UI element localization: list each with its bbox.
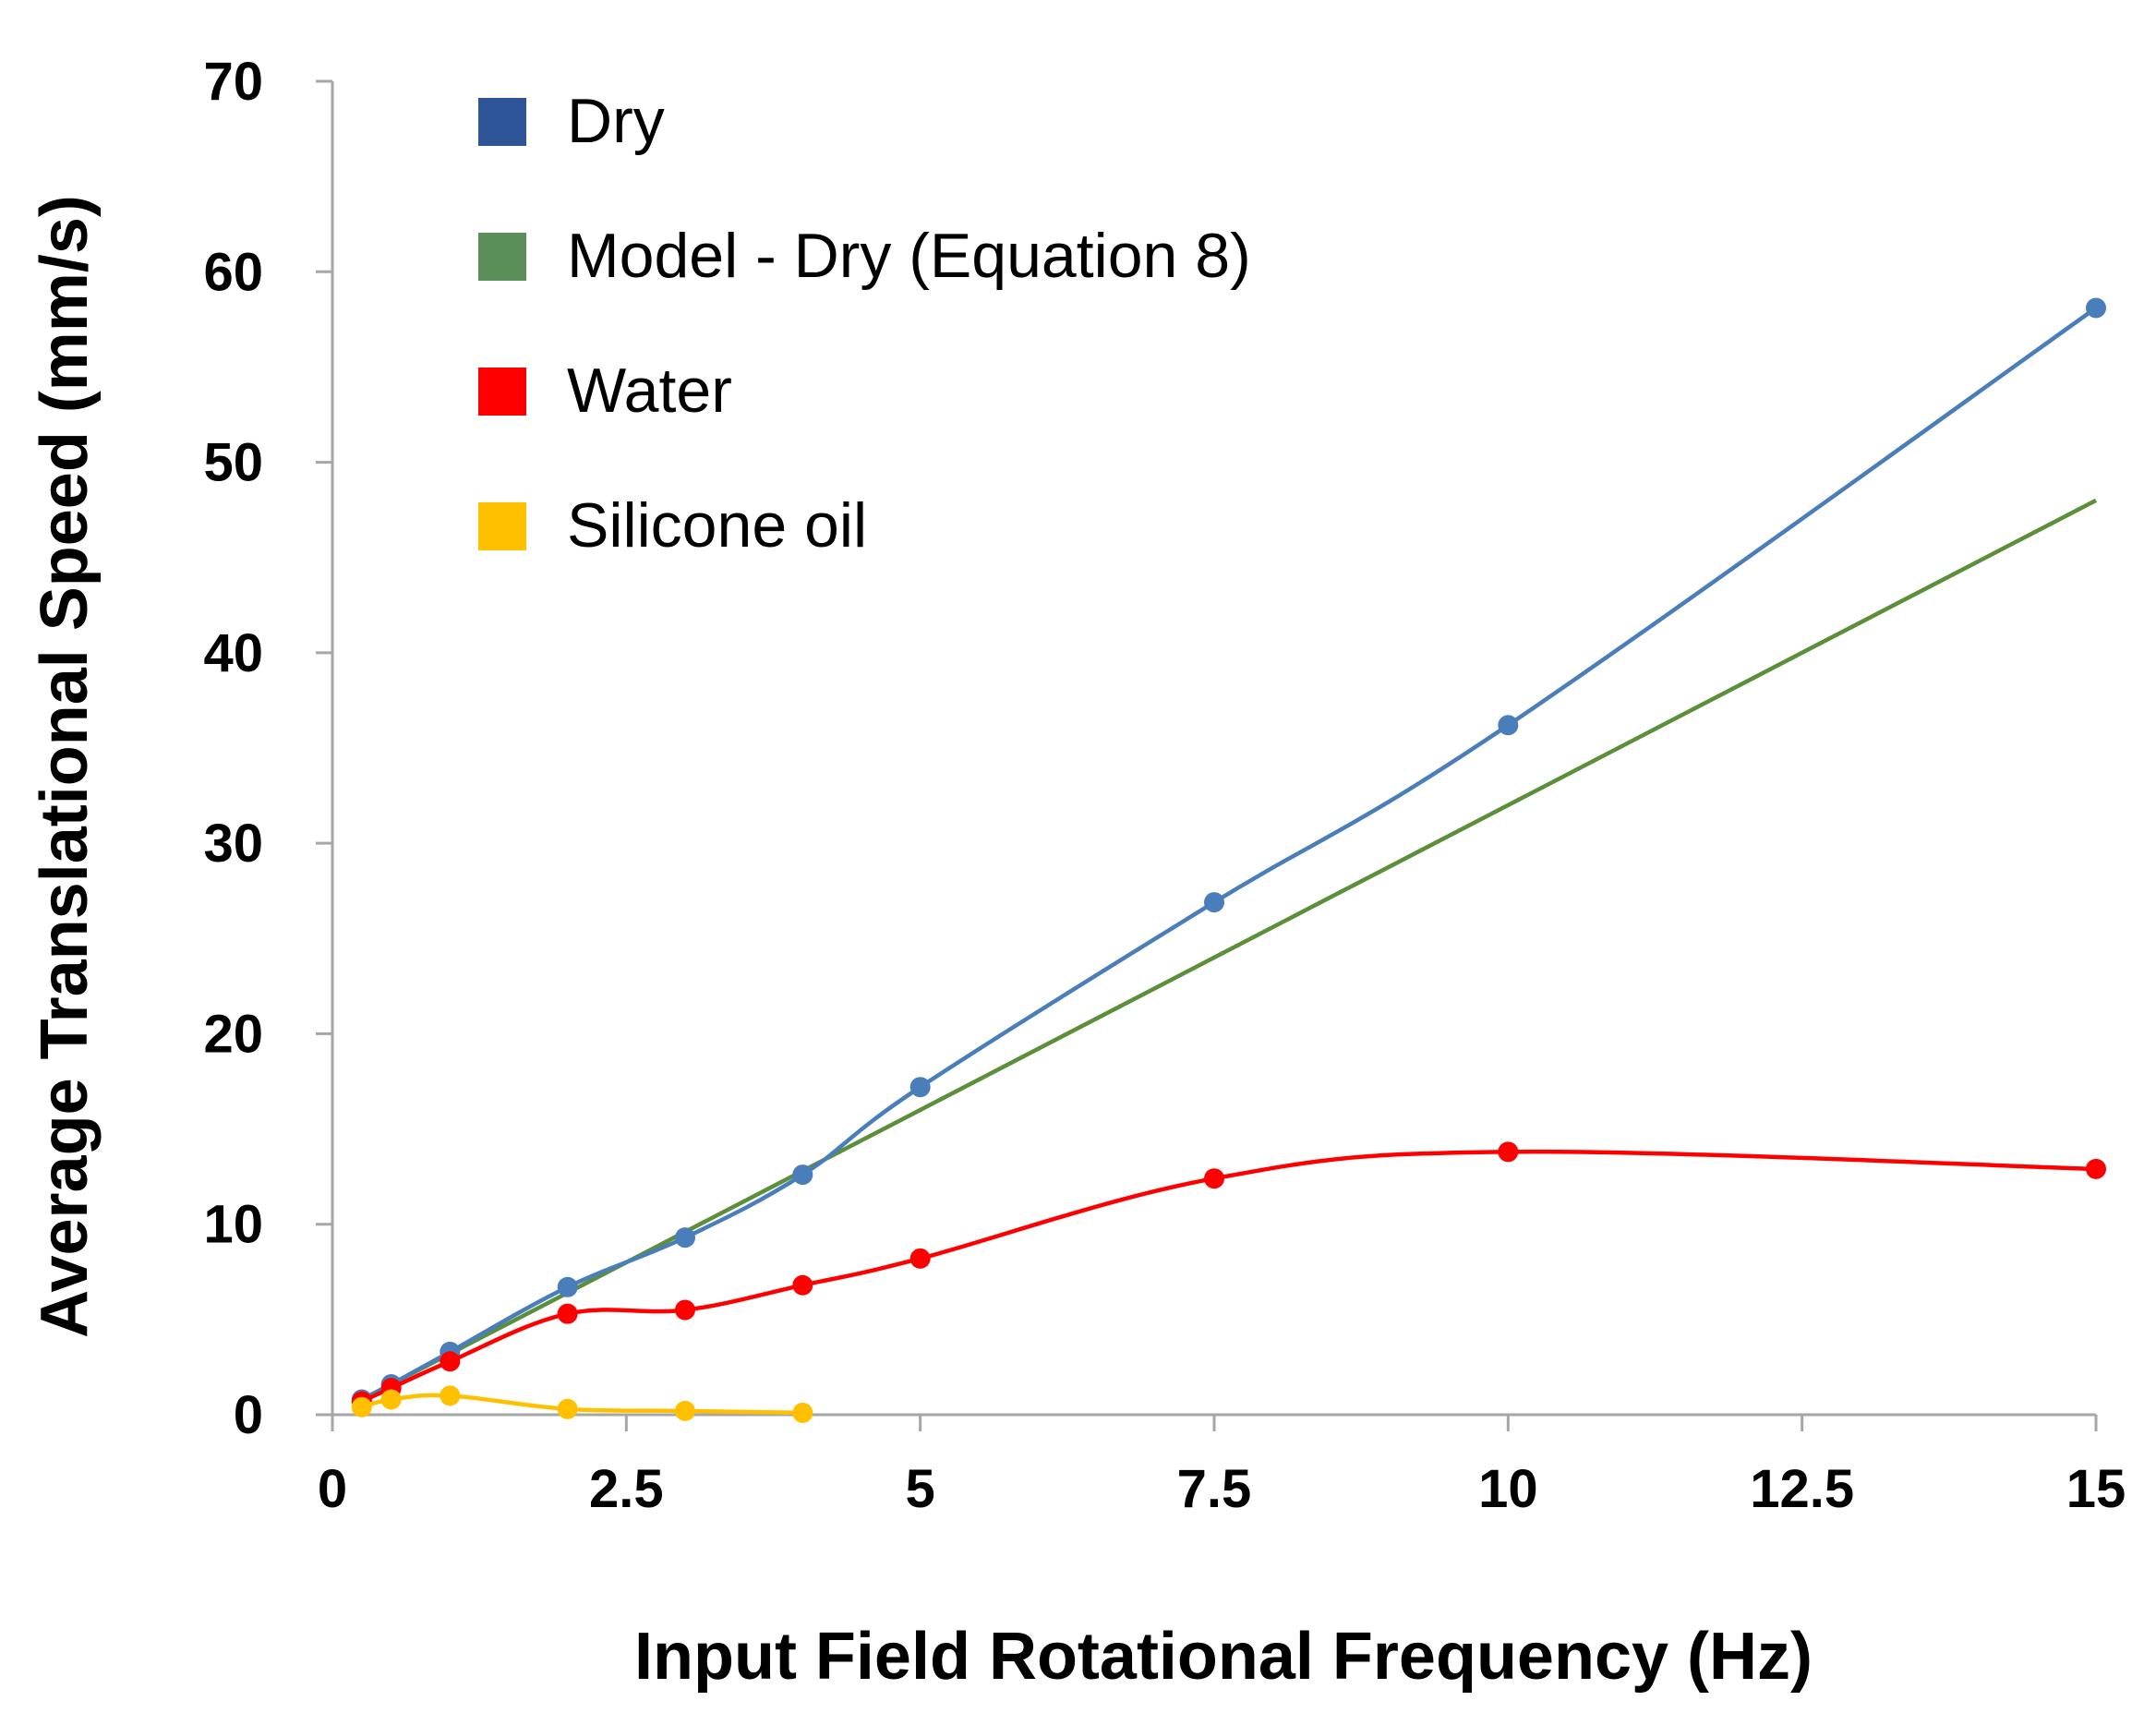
x-tick-label: 0 xyxy=(318,1459,347,1519)
y-tick-label: 10 xyxy=(203,1195,263,1255)
legend-label: Water xyxy=(567,356,732,426)
series-line xyxy=(361,1393,803,1416)
series-silicone-oil xyxy=(351,1385,813,1423)
series-layer xyxy=(351,297,2106,1423)
data-point xyxy=(675,1299,695,1321)
data-point xyxy=(380,1389,402,1410)
series-line xyxy=(360,498,2098,1402)
data-point xyxy=(792,1402,813,1423)
series-line xyxy=(360,306,2098,1402)
x-tick-label: 5 xyxy=(906,1459,935,1519)
data-point xyxy=(792,1164,813,1186)
data-point xyxy=(2086,1158,2106,1179)
data-point xyxy=(1204,1168,1224,1189)
y-tick-label: 50 xyxy=(203,433,263,493)
legend-label: Model - Dry (Equation 8) xyxy=(567,221,1251,291)
legend-label: Silicone oil xyxy=(567,490,867,561)
series-model-dry-equation-8 xyxy=(360,498,2098,1402)
y-tick-label: 40 xyxy=(203,623,263,683)
data-point xyxy=(440,1351,461,1372)
data-point xyxy=(557,1398,578,1419)
data-point xyxy=(557,1303,578,1324)
data-point xyxy=(351,1396,372,1417)
data-point xyxy=(440,1385,461,1406)
legend-swatch xyxy=(478,98,526,146)
x-axis-title: Input Field Rotational Frequency (Hz) xyxy=(634,1620,1813,1694)
data-point xyxy=(1498,1141,1519,1163)
legend-item: Silicone oil xyxy=(478,490,867,561)
data-point xyxy=(675,1400,695,1421)
legend-item: Model - Dry (Equation 8) xyxy=(478,221,1251,291)
x-tick-label: 10 xyxy=(1478,1459,1538,1519)
data-point xyxy=(792,1274,813,1296)
legend-item: Dry xyxy=(478,86,665,156)
data-point xyxy=(1204,892,1224,913)
legend: Dry Model - Dry (Equation 8) Water Silicone… xyxy=(478,86,1251,561)
legend-label: Dry xyxy=(567,86,665,156)
y-tick-label: 30 xyxy=(203,814,263,874)
x-tick-label: 2.5 xyxy=(589,1459,664,1519)
legend-swatch xyxy=(478,233,526,281)
series-dry xyxy=(351,297,2106,1410)
data-point xyxy=(2086,297,2106,319)
legend-swatch xyxy=(478,368,526,416)
y-tick-label: 20 xyxy=(203,1004,263,1064)
data-point xyxy=(557,1276,578,1297)
series-line xyxy=(360,1149,2097,1404)
axes: 0 10 20 30 40 50 60 70 0 2.5 5 7.5 10 12.5 15 xyxy=(203,52,2126,1519)
series-water xyxy=(351,1141,2106,1412)
x-tick-label: 15 xyxy=(2066,1459,2126,1519)
data-point xyxy=(909,1248,931,1269)
y-tick-label: 60 xyxy=(203,242,263,302)
data-point xyxy=(1498,715,1519,736)
x-tick-label: 7.5 xyxy=(1177,1459,1252,1519)
y-axis-title: Average Translational Speed (mm/s) xyxy=(28,195,102,1338)
data-point xyxy=(675,1227,695,1249)
legend-item: Water xyxy=(478,356,732,426)
legend-swatch xyxy=(478,502,526,550)
x-tick-label: 12.5 xyxy=(1750,1459,1854,1519)
y-tick-label: 0 xyxy=(234,1385,263,1445)
y-tick-label: 70 xyxy=(203,52,263,112)
data-point xyxy=(909,1077,931,1098)
